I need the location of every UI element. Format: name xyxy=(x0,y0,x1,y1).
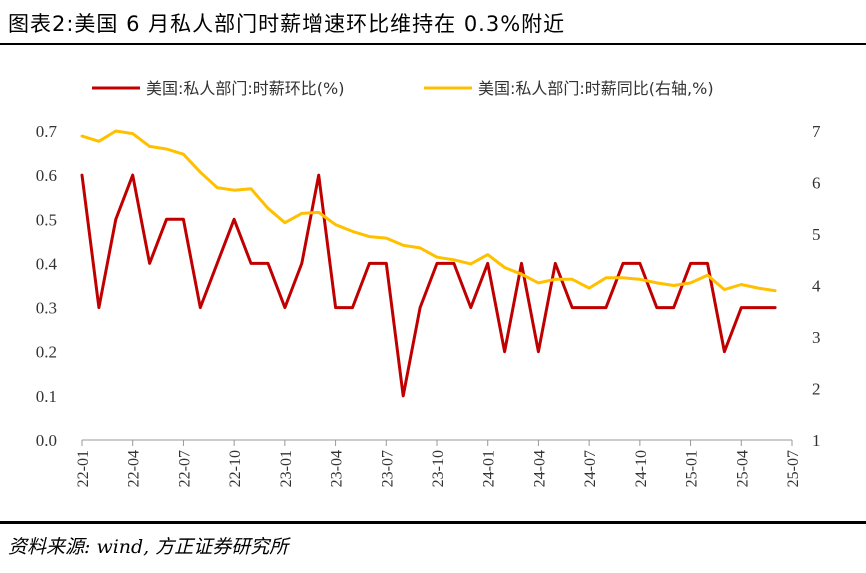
y-left-tick-label: 0.1 xyxy=(36,387,57,406)
title-divider xyxy=(0,43,866,45)
x-tick-label: 24-07 xyxy=(582,450,599,487)
source-divider xyxy=(0,521,866,524)
y-left-tick-label: 0.4 xyxy=(36,254,58,273)
mom-series-line xyxy=(80,173,777,398)
x-tick-label: 23-01 xyxy=(278,450,295,487)
y-left-tick-label: 0.2 xyxy=(36,343,57,362)
legend-label: 美国:私人部门:时薪环比(%) xyxy=(146,79,344,98)
x-tick-label: 22-04 xyxy=(126,450,143,487)
source-note: 资料来源: wind, 方正证券研究所 xyxy=(8,536,289,558)
x-tick-label: 25-07 xyxy=(785,450,802,487)
y-left-tick-label: 0.0 xyxy=(36,431,57,450)
x-tick-label: 22-10 xyxy=(227,450,244,487)
series-lines xyxy=(80,129,777,398)
wage-growth-line-chart: 美国:私人部门:时薪环比(%) 美国:私人部门:时薪同比(右轴,%) 22-01 2… xyxy=(36,79,821,487)
y-left-tick-label: 0.5 xyxy=(36,210,57,229)
y-right-tick-label: 2 xyxy=(812,380,821,399)
legend-label: 美国:私人部门:时薪同比(右轴,%) xyxy=(478,79,714,98)
x-tick-label: 22-07 xyxy=(176,450,193,487)
x-tick-label: 23-10 xyxy=(430,450,447,487)
y-right-tick-label: 6 xyxy=(812,174,821,193)
x-tick-label: 25-01 xyxy=(684,450,701,487)
y-right-tick-label: 4 xyxy=(812,277,821,296)
y-right-tick-label: 3 xyxy=(812,328,821,347)
y-right-tick-label: 7 xyxy=(812,122,821,141)
x-tick-label: 25-04 xyxy=(734,450,751,487)
y-right-tick-label: 5 xyxy=(812,225,821,244)
chart-title: 图表2:美国 6 月私人部门时薪增速环比维持在 0.3%附近 xyxy=(8,12,566,36)
y-right-tick-label: 1 xyxy=(812,431,821,450)
x-tick-label: 24-01 xyxy=(481,450,498,487)
x-tick-label: 24-04 xyxy=(531,450,548,487)
y-left-tick-label: 0.6 xyxy=(36,166,57,185)
x-tick-label: 23-07 xyxy=(379,450,396,487)
yoy-series-line xyxy=(80,129,777,293)
axes: 22-01 22-04 22-07 22-10 23-01 23-04 23-07 23-10… xyxy=(36,122,821,487)
y-left-tick-label: 0.7 xyxy=(36,122,58,141)
x-tick-label: 23-04 xyxy=(329,450,346,487)
legend: 美国:私人部门:时薪环比(%) 美国:私人部门:时薪同比(右轴,%) xyxy=(92,79,714,98)
x-tick-label: 24-10 xyxy=(633,450,650,487)
y-left-tick-label: 0.3 xyxy=(36,299,57,318)
x-tick-label: 22-01 xyxy=(75,450,92,487)
